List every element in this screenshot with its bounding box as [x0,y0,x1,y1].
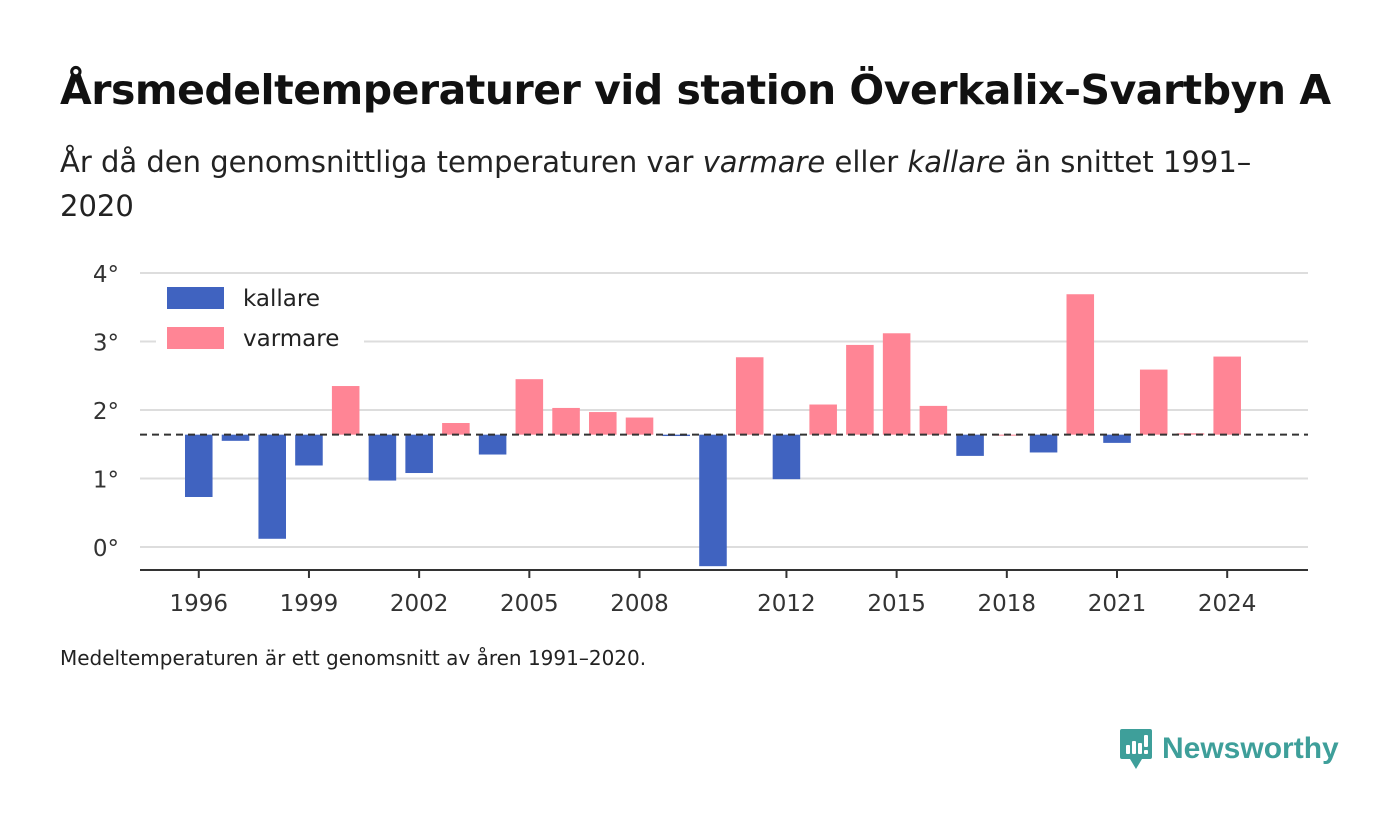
bar-2017 [956,434,984,456]
legend-swatch-varmare [167,327,224,349]
bar-2000 [331,386,360,435]
legend-label-kallare: kallare [243,286,320,312]
subtitle-cold-word: kallare [907,145,1006,179]
bar-2012 [772,434,801,480]
x-axis-tick-labels: 1996 1999 2002 2005 2008 2012 2015 2018 2021 2024 [169,591,1256,617]
subtitle-text-1: År då den genomsnittliga temperaturen va… [60,145,703,179]
temperature-bar-chart: 0° 1° 2° 3° 4° 1996 1999 2002 2005 2008 2012 2015 2… [93,262,1308,617]
bar-2009 [662,434,691,437]
bar-2019 [1029,434,1058,453]
bar-2005 [515,379,544,435]
x-tick-label: 2005 [500,591,559,617]
chart-title: Årsmedeltemperaturer vid station Överkal… [60,66,1331,114]
bar-2011 [735,357,764,435]
x-tick-label: 2018 [978,591,1037,617]
bar-2003 [442,423,470,435]
y-tick-label: 0° [93,536,119,562]
bar-2013 [809,404,837,435]
bar-2008 [625,417,654,435]
y-tick-label: 4° [93,262,119,288]
x-tick-label: 2012 [757,591,816,617]
x-tick-label: 2024 [1198,591,1257,617]
bar-1998 [258,434,286,539]
bar-2021 [1103,434,1131,443]
y-axis-tick-labels: 0° 1° 2° 3° 4° [93,262,119,562]
x-tick-label: 1999 [280,591,339,617]
bars [184,294,1241,567]
bar-2024 [1213,356,1241,435]
subtitle-warm-word: varmare [702,145,826,179]
x-axis [140,569,1308,578]
bar-2006 [552,407,580,435]
bar-2015 [882,333,911,435]
bar-1997 [221,434,250,441]
legend: kallare varmare [156,281,364,359]
legend-label-varmare: varmare [243,326,339,352]
subtitle-text-3: än snittet 1991–2020 [60,145,1252,223]
x-tick-label: 2008 [610,591,669,617]
chart-subtitle: År då den genomsnittliga temperaturen va… [60,140,1300,228]
y-tick-label: 1° [93,468,119,494]
footnote: Medeltemperaturen är ett genomsnitt av å… [60,646,647,670]
bar-2007 [589,412,617,435]
newsworthy-logo-icon [1120,729,1152,769]
y-tick-label: 2° [93,399,119,425]
y-tick-label: 3° [93,331,119,357]
bar-2004 [478,434,507,455]
bar-2022 [1139,369,1168,435]
bar-1999 [295,434,323,466]
brand-name: Newsworthy [1162,732,1339,765]
x-tick-label: 1996 [169,591,228,617]
x-tick-label: 2015 [867,591,926,617]
bar-1996 [184,434,213,497]
bar-2001 [368,434,397,481]
bar-2002 [405,434,433,474]
legend-swatch-kallare [167,287,224,309]
x-tick-label: 2021 [1088,591,1147,617]
bar-2014 [846,344,874,435]
bar-2016 [919,405,948,435]
brand-logo: Newsworthy [1118,726,1339,772]
bar-2010 [699,434,727,567]
bar-2020 [1066,294,1095,435]
x-tick-label: 2002 [390,591,449,617]
subtitle-text-2: eller [825,145,908,179]
